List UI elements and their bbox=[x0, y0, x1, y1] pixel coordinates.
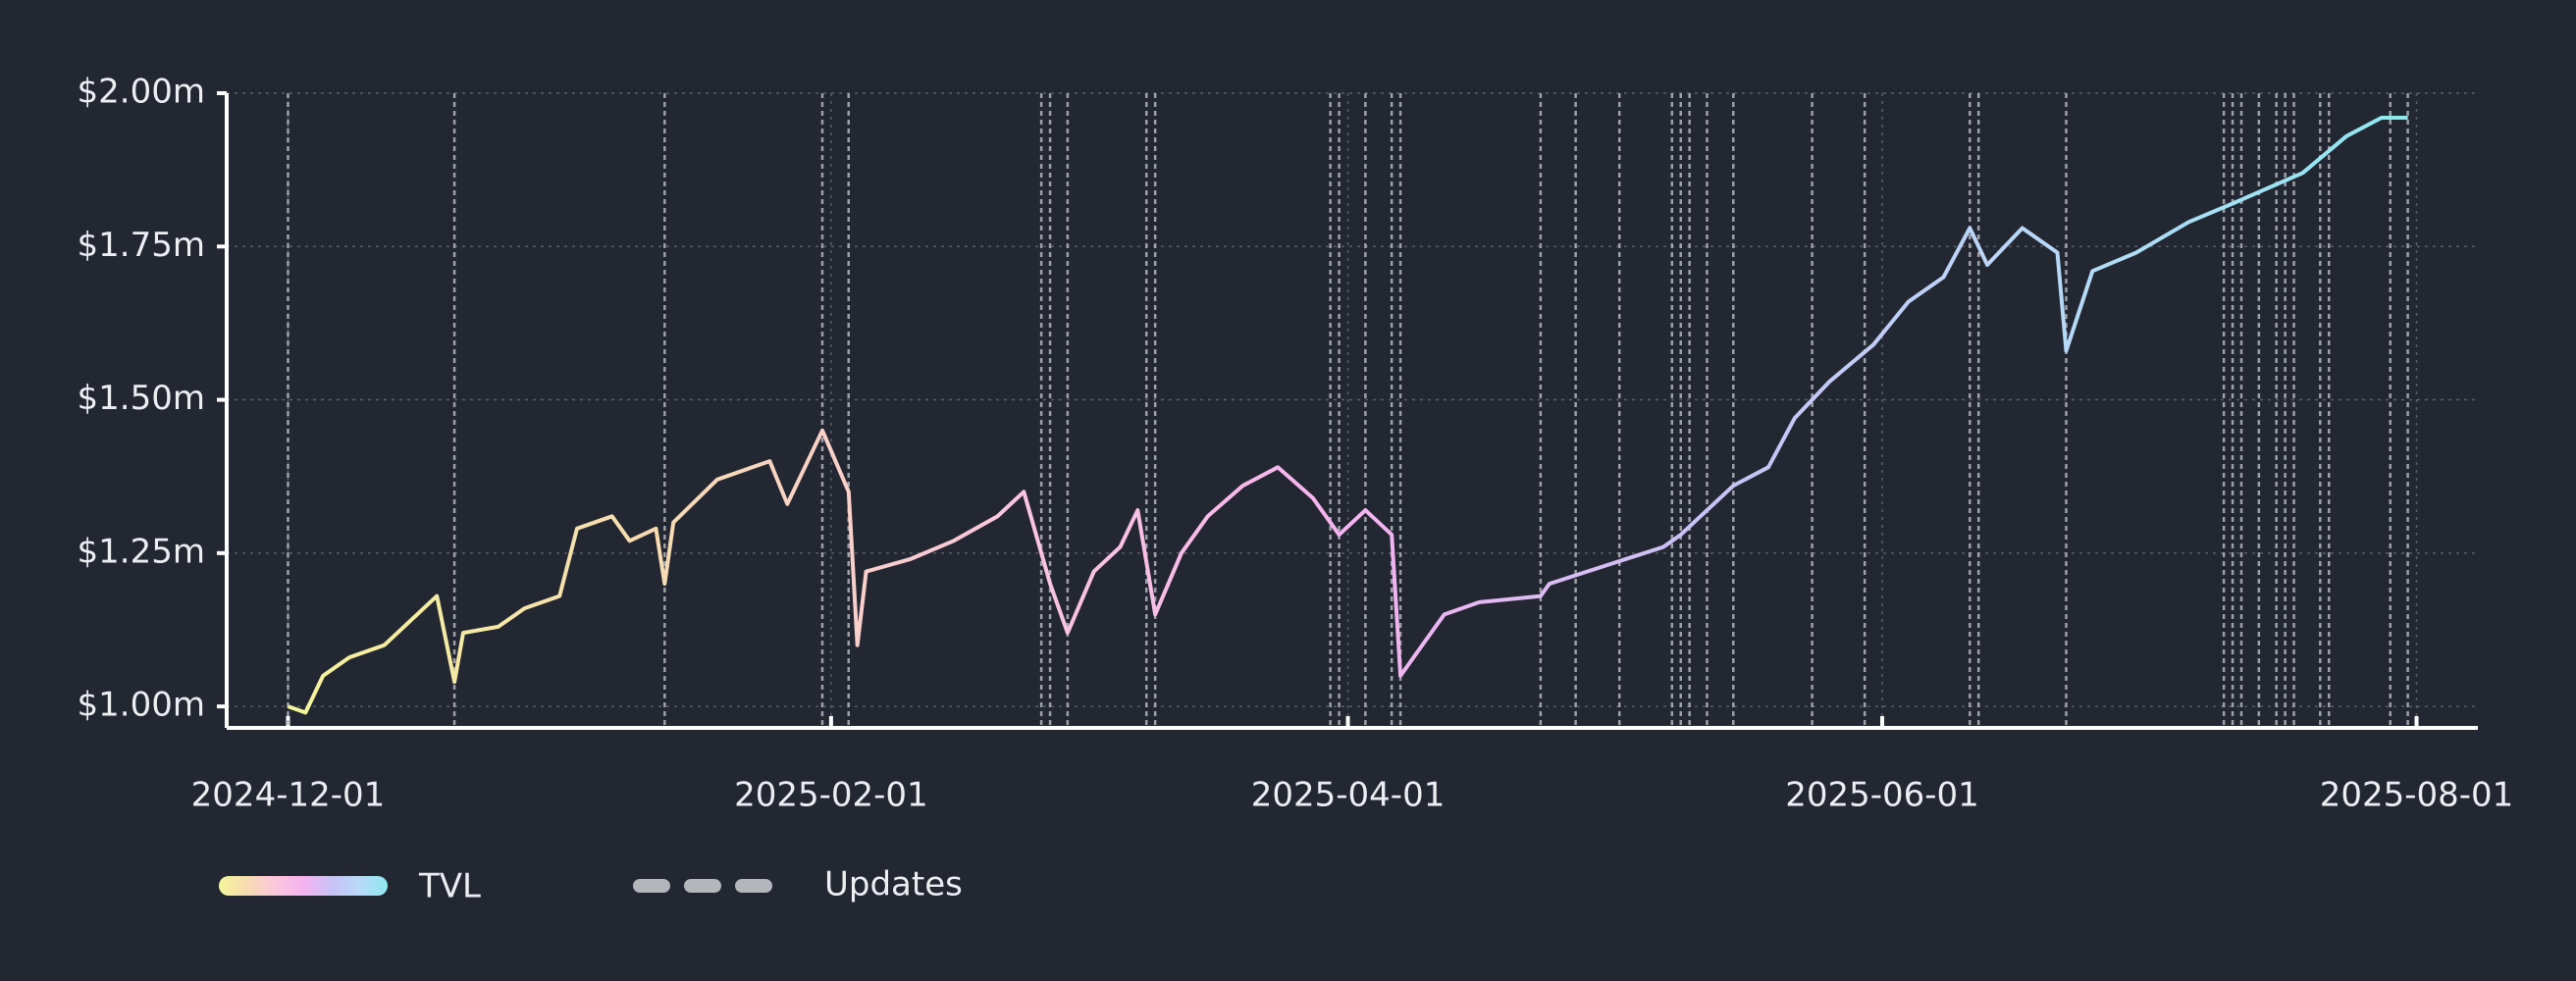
tvl-line bbox=[287, 116, 2408, 715]
y-tick-label: $2.00m bbox=[78, 73, 205, 112]
y-tick-label: $1.25m bbox=[78, 532, 205, 571]
y-tick-label: $1.75m bbox=[78, 226, 205, 265]
x-tick-label: 2024-12-01 bbox=[191, 776, 386, 815]
x-tick-label: 2025-02-01 bbox=[734, 776, 928, 815]
y-tick-label: $1.50m bbox=[78, 379, 205, 418]
y-tick-label: $1.00m bbox=[78, 686, 205, 725]
legend-label: TVL bbox=[418, 867, 481, 906]
legend-label: Updates bbox=[824, 865, 963, 904]
x-tick-label: 2025-06-01 bbox=[1785, 776, 1979, 815]
x-tick-label: 2025-08-01 bbox=[2320, 776, 2514, 815]
x-tick-label: 2025-04-01 bbox=[1251, 776, 1446, 815]
legend-swatch bbox=[219, 876, 388, 896]
